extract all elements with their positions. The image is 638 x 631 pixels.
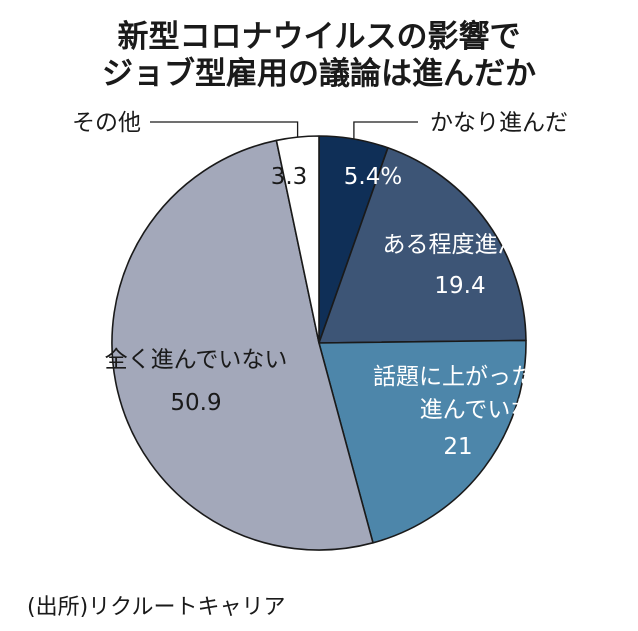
slice-labels: かなり進んだ 5.4% ある程度進んだ 19.4 話題に上がった程度で進んでいない 21 全… bbox=[72, 110, 603, 460]
pie-slices bbox=[111, 135, 527, 551]
pie-slice bbox=[318, 147, 527, 344]
slice-value-label: 3.3 bbox=[271, 164, 308, 190]
slice-value-label: 5.4% bbox=[344, 164, 402, 190]
slice-name-label: 全く進んでいない bbox=[105, 347, 288, 373]
pie-slice bbox=[111, 139, 374, 551]
slice-value-label: 19.4 bbox=[434, 273, 485, 299]
leader-line bbox=[150, 121, 299, 138]
source-note: (出所)リクルートキャリア bbox=[27, 595, 286, 620]
chart-title-line: ジョブ型雇用の議論は進んだか bbox=[102, 56, 536, 92]
slice-name-label: その他 bbox=[72, 110, 141, 136]
pie-slice bbox=[275, 135, 320, 344]
leader-line bbox=[353, 121, 418, 139]
pie-slice bbox=[318, 339, 527, 544]
slice-name-label: かなり進んだ bbox=[430, 110, 568, 136]
slice-name-label: ある程度進んだ bbox=[383, 232, 544, 258]
chart-title-line: 新型コロナウイルスの影響で bbox=[118, 19, 521, 55]
slice-value-label: 21 bbox=[443, 434, 472, 460]
leader-lines bbox=[150, 121, 418, 139]
slice-value-label: 50.9 bbox=[170, 390, 221, 416]
slice-name-label: 話題に上がった程度で進んでいない bbox=[373, 364, 603, 423]
